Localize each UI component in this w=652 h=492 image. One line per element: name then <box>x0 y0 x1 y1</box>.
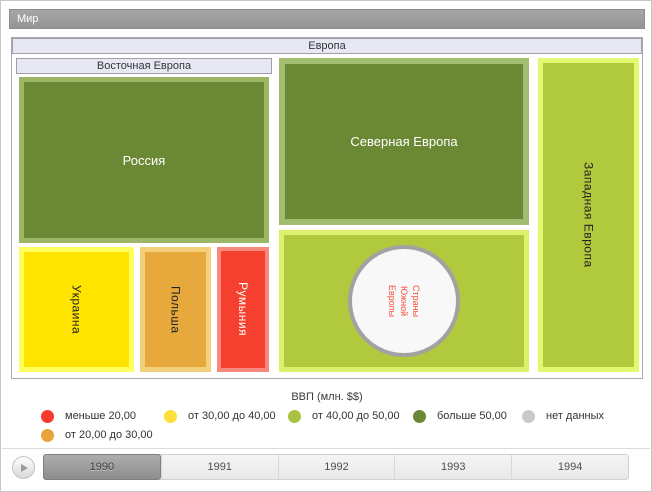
southern-europe-circle[interactable]: Страны Южной Европы <box>348 245 460 357</box>
legend-item-20-30: от 20,00 до 30,00 <box>41 428 153 442</box>
tile-southern-europe[interactable]: Страны Южной Европы <box>279 230 529 372</box>
legend-label: нет данных <box>546 410 605 422</box>
tile-western-europe[interactable]: Западная Европа <box>538 58 639 372</box>
tile-poland[interactable]: Польша <box>140 247 211 372</box>
legend-label: от 40,00 до 50,00 <box>312 410 400 422</box>
tile-western-europe-label: Западная Европа <box>581 162 596 268</box>
legend-label: больше 50,00 <box>437 410 507 422</box>
legend-swatch-darkgreen <box>413 409 426 423</box>
legend-label: меньше 20,00 <box>65 410 137 422</box>
tile-romania[interactable]: Румыния <box>217 247 269 372</box>
circle-label-line3: Европы <box>387 284 397 318</box>
play-button[interactable] <box>12 456 35 479</box>
legend-item-less-20: меньше 20,00 <box>41 409 136 423</box>
legend-swatch-red <box>41 409 54 423</box>
year-segment-1994[interactable]: 1994 <box>511 455 628 479</box>
tile-russia[interactable]: Россия <box>19 77 269 243</box>
tile-ukraine-label: Украина <box>69 284 84 335</box>
circle-label-line1: Страны <box>411 284 421 318</box>
legend-swatch-yellowgreen <box>288 409 301 423</box>
year-segment-1993[interactable]: 1993 <box>394 455 511 479</box>
year-segment-1992[interactable]: 1992 <box>277 455 395 479</box>
southern-europe-circle-label: Страны Южной Европы <box>386 285 422 317</box>
legend-swatch-yellow <box>164 409 177 423</box>
legend-swatch-gray <box>522 409 535 423</box>
breadcrumb-world[interactable]: Мир <box>9 9 645 29</box>
group-header-eastern-europe[interactable]: Восточная Европа <box>16 58 272 74</box>
year-segment-1990[interactable]: 1990 <box>43 454 161 480</box>
tile-poland-label: Польша <box>168 285 183 334</box>
legend-item-no-data: нет данных <box>522 409 604 423</box>
play-icon <box>21 463 28 472</box>
legend-item-more-50: больше 50,00 <box>413 409 507 423</box>
timeline-divider <box>2 448 650 449</box>
year-segment-1991[interactable]: 1991 <box>160 455 278 479</box>
tile-ukraine[interactable]: Украина <box>19 247 134 372</box>
legend-item-40-50: от 40,00 до 50,00 <box>288 409 400 423</box>
legend-item-30-40: от 30,00 до 40,00 <box>164 409 276 423</box>
circle-label-line2: Южной <box>399 285 409 317</box>
legend-label: от 20,00 до 30,00 <box>65 429 153 441</box>
tile-romania-label: Румыния <box>236 282 250 337</box>
group-header-europe[interactable]: Европа <box>12 38 642 54</box>
tile-northern-europe[interactable]: Северная Европа <box>279 58 529 225</box>
tile-russia-label: Россия <box>122 152 166 168</box>
tile-northern-europe-label: Северная Европа <box>350 134 458 149</box>
legend-title: ВВП (млн. $$) <box>291 391 363 403</box>
timeline-year-bar[interactable]: 1990 1991 1992 1993 1994 <box>43 454 629 480</box>
legend-swatch-orange <box>41 428 54 442</box>
legend-label: от 30,00 до 40,00 <box>188 410 276 422</box>
